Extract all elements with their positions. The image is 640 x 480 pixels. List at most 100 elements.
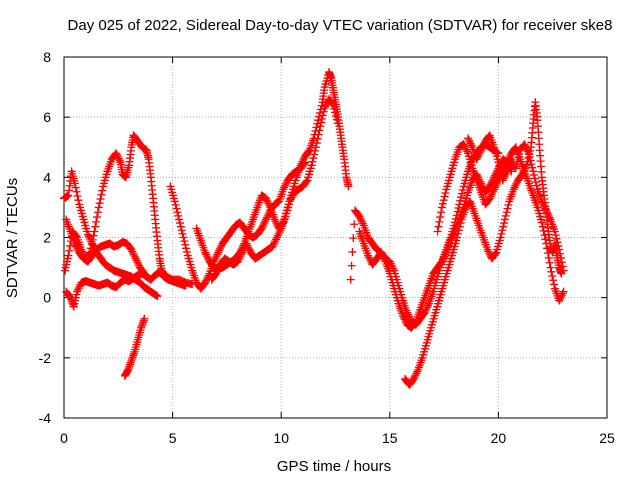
data-point: [69, 300, 78, 309]
data-point: [490, 183, 499, 192]
data-point: [310, 150, 319, 159]
data-point: [297, 159, 306, 168]
data-point: [378, 252, 387, 261]
data-point: [487, 190, 496, 199]
data-point: [490, 185, 499, 194]
data-point: [404, 310, 413, 319]
data-point: [139, 318, 148, 327]
data-point: [238, 246, 247, 255]
data-point: [460, 142, 469, 151]
data-point: [421, 306, 430, 315]
series-trace-e: [120, 314, 149, 380]
data-point: [364, 253, 373, 262]
data-point: [545, 213, 554, 222]
data-point: [464, 136, 473, 145]
data-point: [477, 146, 486, 155]
data-point: [212, 267, 221, 276]
data-point: [529, 167, 538, 176]
data-point: [127, 245, 136, 254]
data-point: [313, 134, 322, 143]
data-point: [399, 313, 408, 322]
data-point: [211, 253, 220, 262]
data-point: [484, 247, 493, 256]
data-point: [531, 178, 540, 187]
data-point: [258, 222, 267, 231]
data-point: [526, 156, 535, 165]
data-point: [410, 318, 419, 327]
data-point: [98, 186, 107, 195]
data-point: [537, 218, 546, 227]
data-point: [441, 250, 450, 259]
data-point: [180, 237, 189, 246]
data-point: [74, 196, 83, 205]
data-point: [545, 258, 554, 267]
data-point: [128, 353, 137, 362]
series-trace-m: [463, 131, 568, 275]
data-point: [543, 208, 552, 217]
data-point: [311, 146, 320, 155]
data-point: [499, 174, 508, 183]
data-point: [276, 226, 285, 235]
x-tick-label: 25: [599, 430, 615, 446]
data-point: [409, 374, 418, 383]
data-point: [274, 229, 283, 238]
data-point: [311, 143, 320, 152]
data-point: [73, 191, 82, 200]
data-point: [413, 367, 422, 376]
data-point: [321, 102, 330, 111]
data-point: [555, 245, 564, 254]
data-point: [441, 188, 450, 197]
data-point: [494, 158, 503, 167]
data-point: [202, 276, 211, 285]
series-trace-c: [62, 268, 190, 311]
data-point: [438, 255, 447, 264]
data-point: [513, 157, 522, 166]
data-point: [548, 272, 557, 281]
data-point: [330, 104, 339, 113]
data-point: [212, 269, 221, 278]
data-point: [113, 152, 122, 161]
data-point: [473, 153, 482, 162]
data-point: [410, 373, 419, 382]
data-point: [182, 244, 191, 253]
data-point: [476, 148, 485, 157]
series-trace-b: [61, 131, 197, 289]
data-point: [203, 253, 212, 262]
data-point: [172, 204, 181, 213]
y-tick-label: 0: [43, 290, 51, 306]
data-point: [265, 201, 274, 210]
data-point: [356, 214, 365, 223]
chart-title: Day 025 of 2022, Sidereal Day-to-day VTE…: [68, 17, 613, 34]
data-point: [73, 287, 82, 296]
data-point: [434, 222, 443, 231]
data-point: [350, 220, 359, 229]
data-point: [307, 161, 316, 170]
data-point: [137, 323, 146, 332]
data-point: [213, 265, 222, 274]
data-point: [176, 222, 185, 231]
data-point: [129, 349, 138, 358]
data-point: [202, 250, 211, 259]
y-axis-title: SDTVAR / TECUs: [4, 178, 21, 298]
data-point: [270, 215, 279, 224]
data-point: [347, 261, 356, 270]
data-point: [175, 215, 184, 224]
data-point: [355, 212, 364, 221]
data-point: [182, 247, 191, 256]
x-tick-label: 0: [60, 430, 68, 446]
data-point: [319, 107, 328, 116]
data-point: [555, 296, 564, 305]
data-point: [507, 155, 516, 164]
data-point: [261, 215, 270, 224]
data-point: [433, 227, 442, 236]
data-point: [556, 293, 565, 302]
data-point: [127, 355, 136, 364]
data-point: [126, 360, 135, 369]
data-point: [492, 179, 501, 188]
data-point: [272, 233, 281, 242]
data-point: [243, 241, 252, 250]
data-point: [491, 181, 500, 190]
data-point: [316, 122, 325, 131]
data-point: [510, 183, 519, 192]
